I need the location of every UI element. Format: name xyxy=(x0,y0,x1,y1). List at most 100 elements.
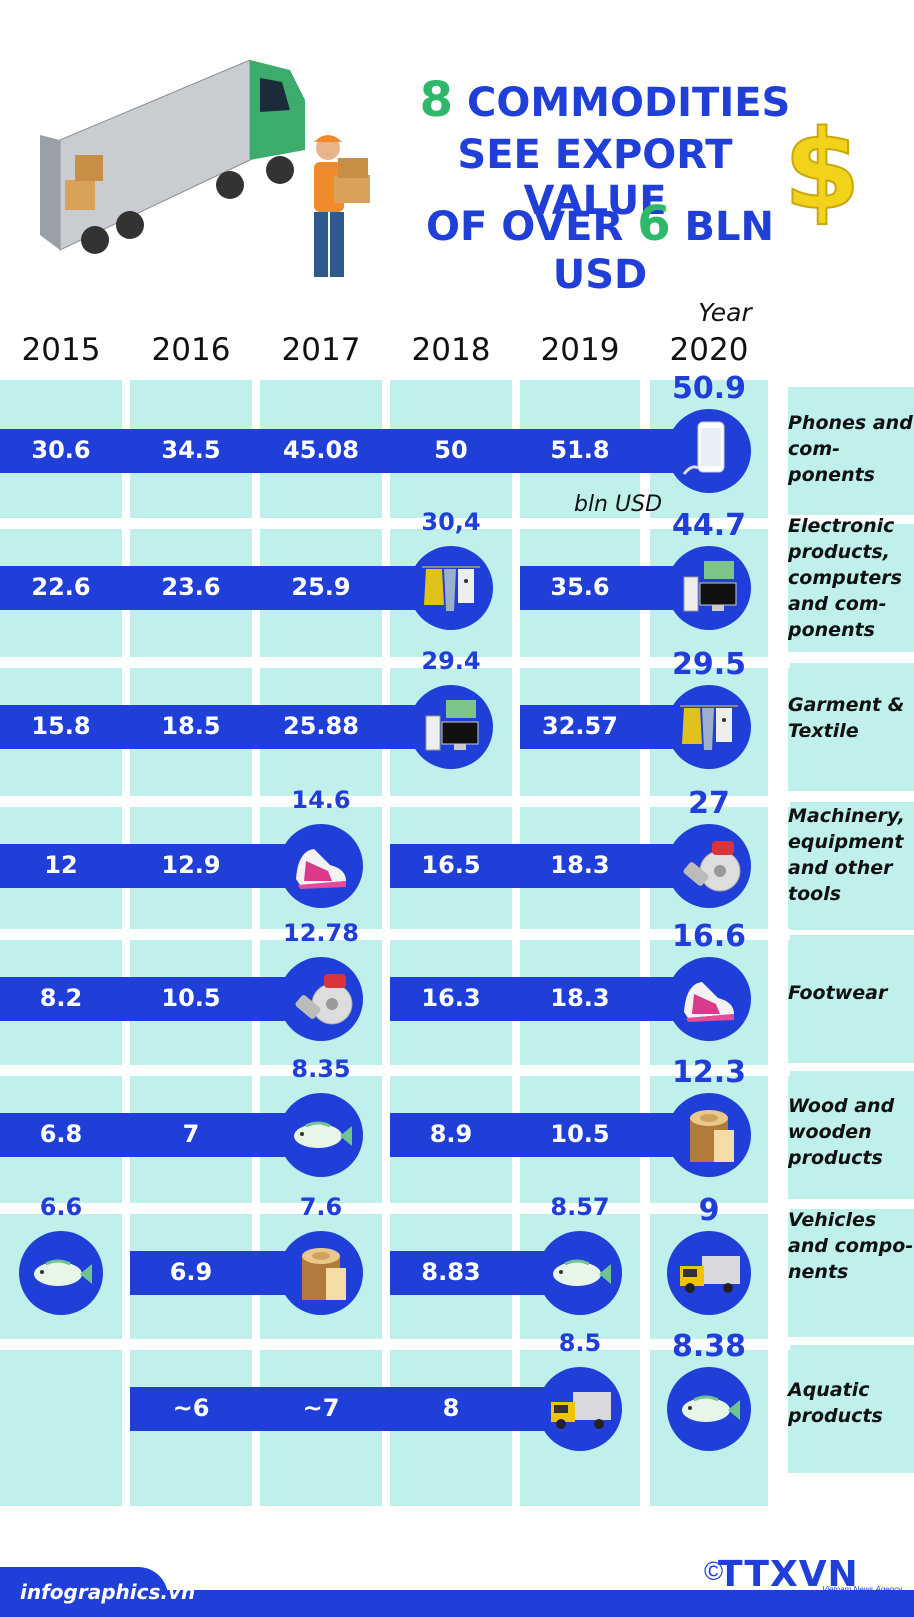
fish-icon xyxy=(667,1367,751,1451)
band-value-2017: 25.9 xyxy=(291,573,351,601)
band-value-2018: 8 xyxy=(442,1394,460,1422)
label-bg-row-2 xyxy=(788,524,914,652)
band-value-2018: 8.83 xyxy=(421,1258,481,1286)
band-value-2016: 10.5 xyxy=(161,984,221,1012)
title-number-6: 6 xyxy=(637,196,671,252)
callout-value-2020: 12.3 xyxy=(671,1055,747,1090)
dollar-icon: $ xyxy=(783,108,862,228)
ttxvn-logo: TTXVN xyxy=(718,1554,859,1595)
value-band xyxy=(390,1113,709,1157)
band-value-2016: 12.9 xyxy=(161,851,221,879)
band-value-2016: 6.9 xyxy=(169,1258,213,1286)
garment-icon xyxy=(409,546,493,630)
callout-value-2017: 7.6 xyxy=(299,1193,343,1221)
band-value-2019: 10.5 xyxy=(550,1120,610,1148)
value-band xyxy=(130,1387,580,1431)
band-value-2016: 7 xyxy=(182,1120,200,1148)
column-bg-2016 xyxy=(130,380,252,1506)
garment-icon xyxy=(667,685,751,769)
computer-icon xyxy=(667,546,751,630)
fish-icon xyxy=(279,1093,363,1177)
band-value-2017: 25.88 xyxy=(283,712,359,740)
unit-note: bln USD xyxy=(573,492,663,517)
value-band xyxy=(0,705,451,749)
wood-icon xyxy=(667,1093,751,1177)
year-header-2020: 2020 xyxy=(669,332,749,368)
row-separator xyxy=(0,796,790,807)
band-value-2016: 34.5 xyxy=(161,436,221,464)
row-separator xyxy=(0,929,790,940)
title-line-1: 8 COMMODITIES xyxy=(419,72,791,128)
label-bg-row-7 xyxy=(788,1209,914,1337)
value-band xyxy=(390,977,709,1021)
footer-tab xyxy=(0,1567,168,1617)
title-line-2: SEE EXPORT VALUE xyxy=(457,132,733,224)
title-number-8: 8 xyxy=(419,72,454,128)
band-value-2019: 32.57 xyxy=(542,712,618,740)
computer-icon xyxy=(409,685,493,769)
fish-icon xyxy=(19,1231,103,1315)
callout-value-2015: 6.6 xyxy=(39,1193,83,1221)
row-label: Footwear xyxy=(788,982,888,1004)
callout-value-2020: 9 xyxy=(698,1193,720,1228)
label-bg-row-5 xyxy=(788,935,914,1063)
footer-site[interactable]: infographics.vn xyxy=(20,1580,196,1604)
callout-value-2020: 8.38 xyxy=(671,1329,747,1364)
band-value-2016: 23.6 xyxy=(161,573,221,601)
year-header-2016: 2016 xyxy=(151,332,231,368)
band-value-2018: 50 xyxy=(434,436,468,464)
callout-value-2018: 29.4 xyxy=(421,647,481,675)
ttxvn-logo-subtitle: Vietnam News Agency xyxy=(822,1585,903,1594)
label-bg-row-8 xyxy=(788,1345,914,1473)
row-label: Electronic products, computers and com-p… xyxy=(788,515,902,641)
row-label: Aquatic products xyxy=(788,1379,883,1427)
shoe-icon xyxy=(279,824,363,908)
callout-value-2019: 8.5 xyxy=(558,1329,602,1357)
band-value-2015: 30.6 xyxy=(31,436,91,464)
truck-icon xyxy=(538,1367,622,1451)
band-value-2019: 35.6 xyxy=(550,573,610,601)
band-value-2015: 22.6 xyxy=(31,573,91,601)
truck-illustration xyxy=(40,59,305,254)
value-band xyxy=(0,429,709,473)
label-bg-row-1 xyxy=(788,387,914,515)
value-band xyxy=(0,977,321,1021)
fish-icon xyxy=(538,1231,622,1315)
year-header-2018: 2018 xyxy=(411,332,491,368)
band-value-2019: 18.3 xyxy=(550,984,610,1012)
label-bg-row-4 xyxy=(788,802,914,930)
callout-value-2020: 29.5 xyxy=(671,647,747,682)
year-header-2019: 2019 xyxy=(540,332,620,368)
band-value-2016: ~6 xyxy=(172,1394,210,1422)
band-value-2018: 8.9 xyxy=(429,1120,473,1148)
band-value-2015: 12 xyxy=(44,851,78,879)
machinery-icon xyxy=(279,957,363,1041)
label-bg-row-3 xyxy=(788,663,914,791)
machinery-icon xyxy=(667,824,751,908)
row-separator xyxy=(0,657,790,668)
row-label: Machinery, equipment and other tools xyxy=(788,805,905,905)
callout-value-2017: 8.35 xyxy=(291,1055,351,1083)
band-value-2016: 18.5 xyxy=(161,712,221,740)
row-separator xyxy=(0,1065,790,1076)
row-separator xyxy=(0,1339,790,1350)
value-band xyxy=(0,1113,321,1157)
row-label: Vehicles and compo-nents xyxy=(788,1209,914,1283)
band-value-2019: 51.8 xyxy=(550,436,610,464)
band-value-2015: 15.8 xyxy=(31,712,91,740)
year-header-2015: 2015 xyxy=(21,332,101,368)
band-value-2017: 45.08 xyxy=(283,436,359,464)
value-band xyxy=(0,566,451,610)
copyright-symbol: © xyxy=(704,1556,724,1586)
callout-value-2019: 8.57 xyxy=(550,1193,610,1221)
wood-icon xyxy=(279,1231,363,1315)
callout-value-2018: 30,4 xyxy=(421,508,481,536)
band-value-2018: 16.5 xyxy=(421,851,481,879)
column-bg-2015 xyxy=(0,380,122,1506)
year-header-2017: 2017 xyxy=(281,332,361,368)
callout-value-2020: 27 xyxy=(688,786,730,821)
row-separator xyxy=(0,1203,790,1214)
band-value-2015: 6.8 xyxy=(39,1120,83,1148)
callout-value-2017: 14.6 xyxy=(291,786,351,814)
callout-value-2020: 50.9 xyxy=(671,371,747,406)
